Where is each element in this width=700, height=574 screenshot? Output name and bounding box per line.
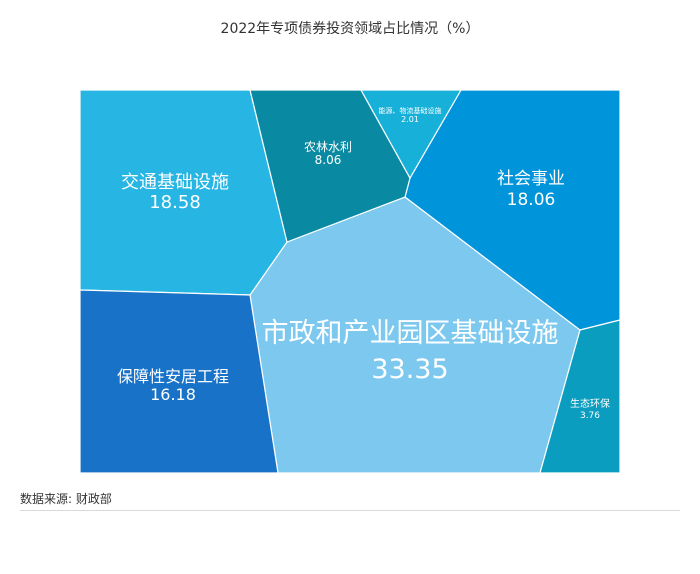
cell-energy-logistics-label: 能源、物流基础设施	[379, 106, 442, 115]
cell-energy-logistics	[359, 89, 463, 180]
data-source-note: 数据来源: 财政部	[20, 492, 112, 506]
cell-energy-logistics-value: 2.01	[401, 115, 419, 124]
cell-municipal-industrial-park-value: 33.35	[371, 354, 448, 385]
cell-social-value: 18.06	[507, 190, 556, 210]
cell-transport	[79, 89, 288, 296]
cell-municipal-industrial-park-label: 市政和产业园区基础设施	[262, 318, 559, 349]
chart-title: 2022年专项债券投资领域占比情况（%）	[220, 21, 480, 37]
cell-eco-label: 生态环保	[570, 397, 610, 410]
cell-social-label: 社会事业	[497, 169, 565, 189]
footer-divider	[20, 510, 680, 511]
cell-eco	[539, 319, 621, 474]
cell-housing-value: 16.18	[150, 385, 196, 404]
cell-agri-water-value: 8.06	[315, 153, 342, 167]
cell-transport-label: 交通基础设施	[121, 172, 229, 193]
cell-housing-label: 保障性安居工程	[117, 367, 229, 386]
cell-housing	[79, 289, 279, 474]
cell-transport-value: 18.58	[149, 192, 201, 213]
cell-agri-water	[249, 89, 411, 243]
cell-agri-water-label: 农林水利	[304, 140, 352, 154]
cell-eco-value: 3.76	[580, 411, 600, 421]
